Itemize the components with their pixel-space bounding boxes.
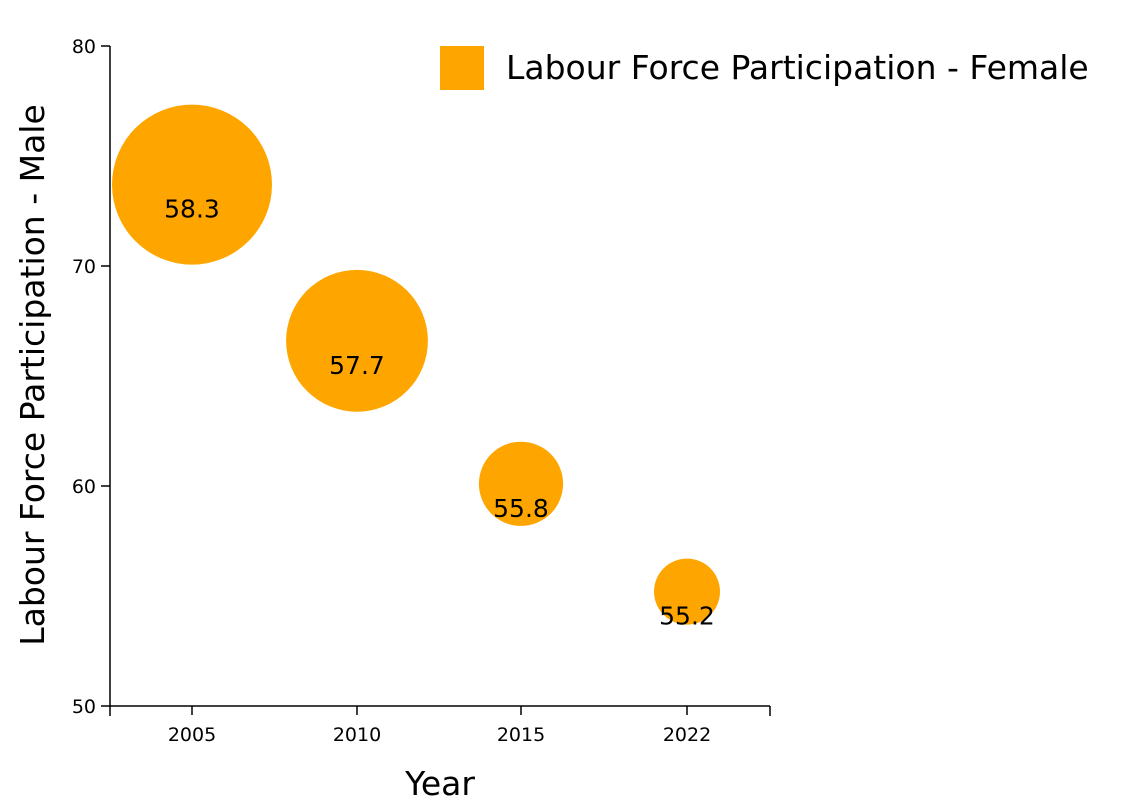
y-ticks: 50 60 70 80 [72, 36, 110, 718]
y-tick-label: 70 [72, 256, 96, 278]
bubble [286, 269, 428, 412]
x-tick-label: 2022 [663, 724, 711, 746]
bubble-label: 57.7 [329, 351, 385, 380]
bubble [478, 441, 564, 526]
x-axis-title: Year [404, 764, 475, 803]
bubble [112, 104, 272, 265]
y-tick-label: 50 [72, 696, 96, 718]
axes [109, 46, 771, 716]
legend-swatch [440, 46, 484, 90]
bubble-labels: 58.3 57.7 55.8 55.2 [164, 195, 715, 631]
bubbles [112, 104, 720, 625]
y-tick-label: 80 [72, 36, 96, 58]
bubble-label: 55.8 [493, 494, 549, 523]
bubble-label: 58.3 [164, 195, 220, 224]
y-axis-title: Labour Force Participation - Male [13, 104, 52, 646]
y-tick-label: 60 [72, 476, 96, 498]
x-tick-label: 2015 [497, 724, 545, 746]
x-tick-label: 2005 [168, 724, 216, 746]
x-tick-label: 2010 [333, 724, 381, 746]
legend-label: Labour Force Participation - Female [506, 48, 1089, 87]
x-ticks: 2005 2010 2015 2022 [168, 706, 711, 746]
legend: Labour Force Participation - Female [440, 46, 1089, 90]
bubble-label: 55.2 [659, 602, 715, 631]
bubble [654, 558, 720, 625]
